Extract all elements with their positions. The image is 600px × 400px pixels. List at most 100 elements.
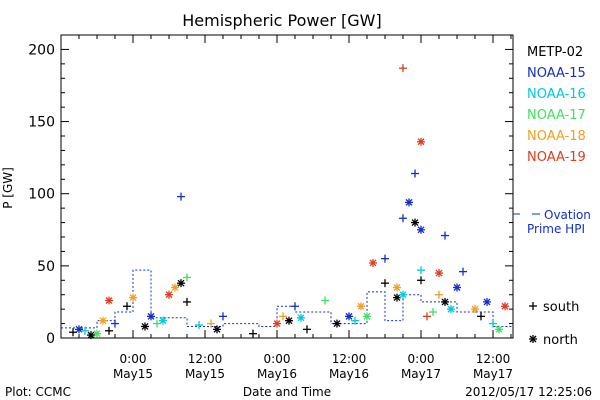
y-axis-label: P [GW] [1,167,15,209]
marker-stroke [297,314,305,322]
north-star-marker [393,283,401,292]
north-star-marker [441,297,449,306]
x-tick-time: 12:00 [332,352,367,366]
south-plus-marker [399,64,407,73]
south-plus-marker [219,312,227,321]
north-star-marker [417,137,425,146]
marker-stroke [129,294,137,302]
x-tick-date: May15 [113,367,153,381]
north-star-marker [453,283,461,292]
marker-stroke [417,226,425,234]
marker-stroke [93,330,101,338]
north-star-marker [363,312,371,321]
chart-title: Hemispheric Power [GW] [182,11,381,30]
south-plus-marker [417,276,425,285]
south-plus-marker [435,290,443,299]
north-star-marker [483,297,491,306]
x-tick-date: May15 [185,367,225,381]
north-star-marker [297,313,305,322]
south-plus-marker [207,319,215,328]
marker-stroke [147,312,155,320]
marker-stroke [213,325,221,333]
south-plus-marker [69,328,77,337]
marker-stroke [417,138,425,146]
marker-stroke [435,269,443,277]
south-plus-marker [195,321,203,330]
ovation-legend-line2: Prime HPI [527,222,585,236]
south-plus-marker [489,319,497,328]
ovation-hpi-line [61,269,513,329]
legend-entry: NOAA-16 [527,87,586,102]
south-plus-marker [441,231,449,240]
y-axis: 0 50 100 150 200 [28,42,513,347]
footer-left: Plot: CCMC [5,385,71,399]
marker-stroke [141,322,149,330]
marker-stroke [333,320,341,328]
south-plus-marker [459,267,467,276]
marker-stroke [441,298,449,306]
north-star-marker [129,293,137,302]
north-star-marker [345,312,353,321]
marker-stroke [453,284,461,291]
y-tick-label: 0 [46,331,55,347]
x-tick-date: May17 [401,367,441,381]
x-tick-time: 12:00 [476,352,511,366]
south-plus-marker [177,192,185,201]
north-star-marker [171,283,179,292]
plus-legend-icon [529,302,537,310]
marker-stroke [501,302,509,310]
marker-stroke [99,317,107,325]
north-star-marker [99,316,107,325]
star-legend-icon [529,335,537,343]
north-star-marker [75,325,83,334]
x-axis-label: Date and Time [243,385,331,399]
marker-stroke [285,317,293,325]
marker-stroke [273,320,281,328]
south-plus-marker [81,326,89,335]
north-star-marker [273,319,281,328]
marker-stroke [393,294,401,302]
south-plus-marker [279,312,287,321]
north-star-marker [213,325,221,334]
marker-stroke [483,298,491,306]
north-star-marker [165,290,173,299]
south-plus-marker [381,254,389,263]
north-star-marker [393,293,401,302]
plot-area [60,34,514,339]
south-plus-marker [381,279,389,288]
legend-entry: METP-02 [527,45,583,60]
x-tick-date: May17 [473,367,513,381]
marker-legend-label: north [543,333,578,348]
south-plus-marker [105,326,113,335]
marker-stroke [159,317,167,325]
south-plus-marker [153,319,161,328]
marker-stroke [165,291,173,299]
marker-stroke [495,325,503,333]
ovation-legend-line1: Ovation [544,208,591,222]
x-tick-time: 12:00 [188,352,223,366]
marker-stroke [75,325,83,333]
north-star-marker [93,329,101,338]
footer-right: 2012/05/17 12:25:06 [465,385,592,399]
marker-legend-label: south [543,300,579,315]
south-plus-marker [411,169,419,178]
north-star-marker [369,258,377,267]
x-tick-date: May16 [329,367,369,381]
north-star-marker [447,305,455,314]
south-plus-marker [183,297,191,306]
marker-stroke [393,284,401,291]
south-plus-marker [249,329,257,338]
legend-entry: NOAA-18 [527,129,586,144]
south-plus-marker [183,273,191,282]
south-plus-marker [303,325,311,334]
legend-entry: NOAA-15 [527,66,586,81]
north-star-marker [495,325,503,334]
north-star-marker [357,302,365,311]
x-tick-date: May16 [257,367,297,381]
x-tick-time: 0:00 [264,352,291,366]
north-star-marker [141,322,149,331]
north-star-marker [411,218,419,227]
marker-stroke [529,335,537,343]
marker-legend: south north [529,300,579,348]
south-plus-marker [429,308,437,317]
